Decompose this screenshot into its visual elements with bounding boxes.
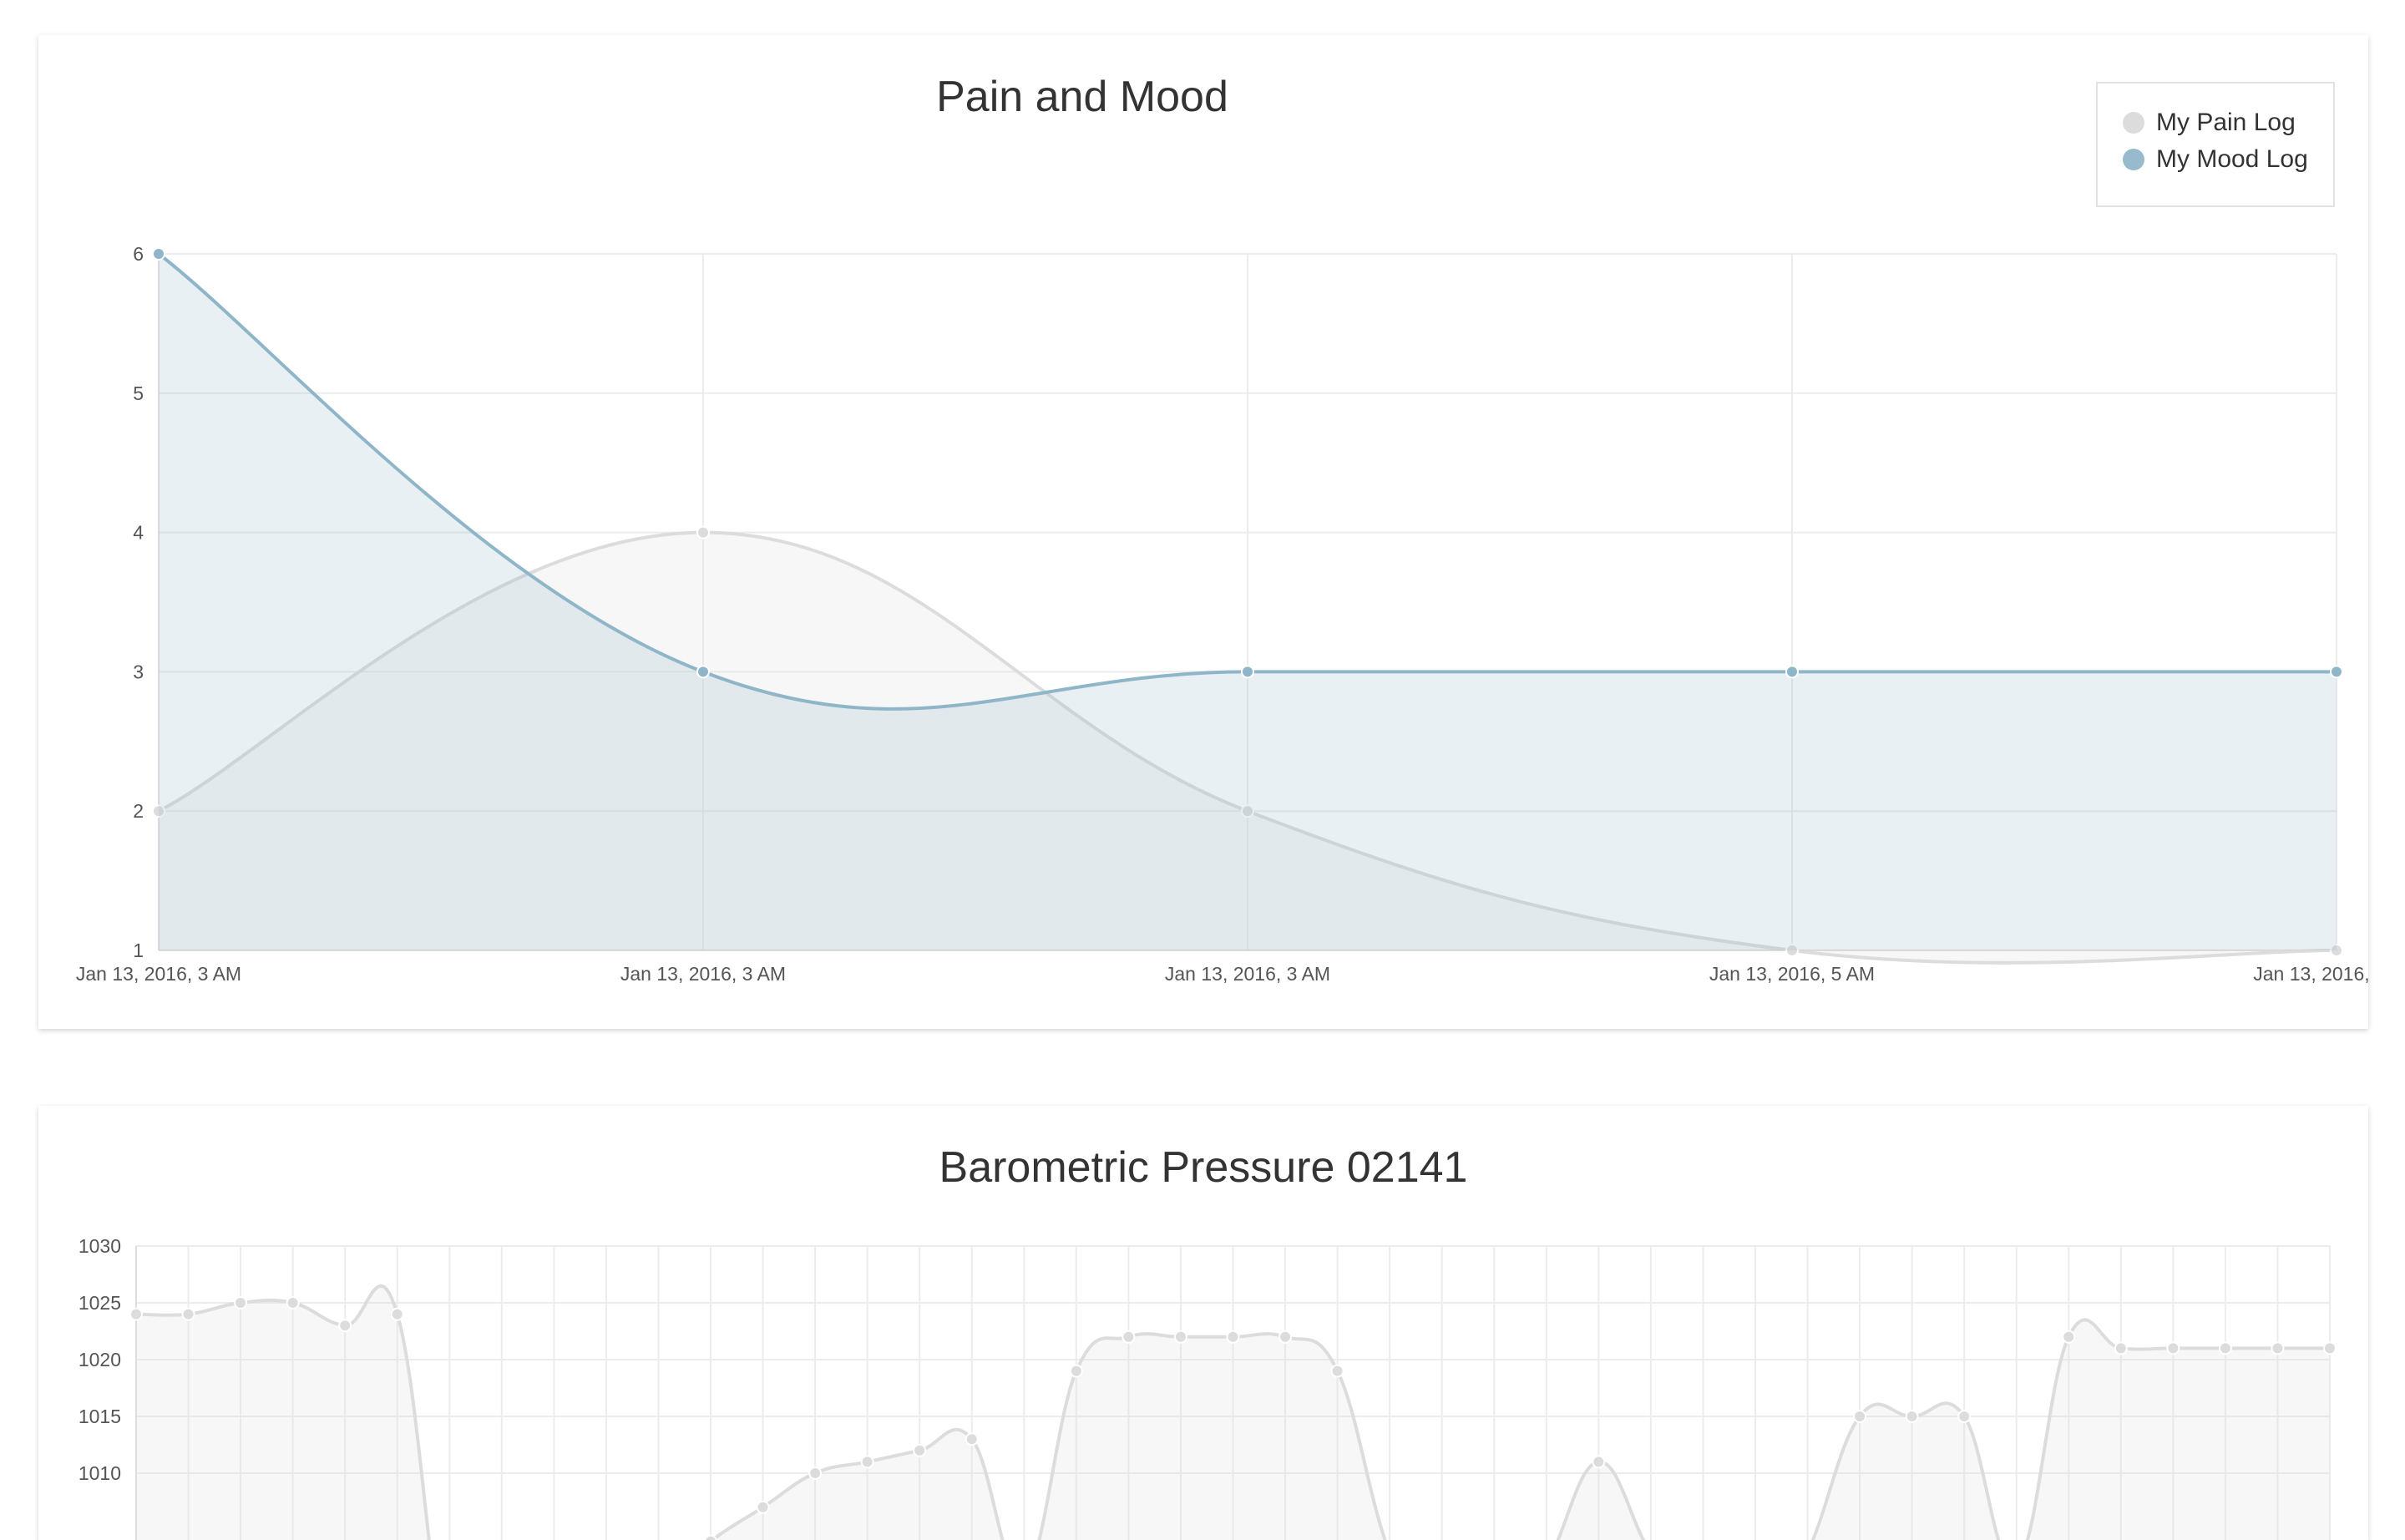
data-point [2218,1341,2232,1355]
data-point [1853,1410,1867,1423]
barometric-chart-card: Barometric Pressure 02141 1010 1015 1020 10… [38,1106,2368,1540]
chart-title: Barometric Pressure 02141 [939,1143,1468,1192]
data-point [1121,1330,1136,1344]
data-point [1241,804,1254,818]
series-area-0 [159,532,2337,963]
data-point [1905,1410,1919,1423]
y-tick-label: 6 [133,243,144,265]
barometric-chart: 1010 1015 1020 1025 1030 [78,1235,2337,1540]
chart-legend: My Pain Log My Mood Log [2096,82,2335,207]
data-point [808,1467,823,1480]
pain-mood-chart-card: Pain and Mood 1 2 3 4 5 6 Jan 13, 2016, 3 AM Ja… [38,35,2368,1029]
data-point [965,1432,979,1446]
data-point [1957,1410,1972,1423]
legend-item-pain[interactable]: My Pain Log [2123,109,2296,137]
data-point [1592,1455,1606,1469]
data-point [181,1307,195,1321]
x-tick-label: Jan 13, 2016, 5 AM [1709,963,1875,985]
data-point [152,247,165,261]
legend-swatch-mood [2123,149,2144,170]
legend-item-mood[interactable]: My Mood Log [2123,145,2308,174]
y-tick-label: 2 [133,800,144,822]
y-tick-label: 1015 [78,1406,121,1427]
series-area-1 [159,254,2337,950]
y-tick-label: 5 [133,382,144,404]
data-point [696,525,710,540]
chart-title: Pain and Mood [936,73,1228,121]
legend-swatch-pain [2123,112,2144,134]
series-line-0 [158,530,2337,965]
x-tick-label: Jan 13, 2016, 3 AM [1165,963,1330,985]
y-tick-label: 1030 [78,1235,121,1257]
y-tick-label: 1025 [78,1292,121,1314]
data-point [1173,1330,1187,1344]
series-line-1 [157,252,2337,711]
data-point [2166,1341,2180,1355]
data-point [1226,1330,1240,1344]
series-area-0 [136,1286,2330,1540]
data-point [129,1307,143,1321]
data-point [2323,1341,2337,1355]
y-tick-label: 3 [133,661,144,682]
data-point [2062,1330,2076,1344]
y-tick-label: 1010 [78,1462,121,1484]
data-point [2114,1341,2128,1355]
data-point [1785,665,1799,679]
data-point [1785,944,1799,957]
data-point [1278,1330,1293,1344]
y-tick-label: 4 [133,522,144,544]
data-point [338,1319,352,1333]
data-point [2330,665,2343,679]
data-point [152,804,165,818]
data-point [1330,1364,1344,1378]
legend-label: My Mood Log [2156,145,2308,173]
data-point [860,1455,874,1469]
data-point [390,1307,404,1321]
data-point [704,1534,717,1540]
data-point [2271,1341,2285,1355]
data-point [1069,1364,1083,1378]
data-point [696,665,710,679]
data-point [2330,944,2343,957]
data-point [234,1296,248,1310]
x-tick-label: Jan 13, 2016, 5 PM [2253,963,2368,985]
y-tick-label: 1 [133,940,144,961]
data-point [1241,665,1254,679]
y-tick-label: 1020 [78,1349,121,1370]
data-point [913,1443,927,1457]
data-point [286,1296,300,1310]
legend-label: My Pain Log [2156,109,2296,136]
pain-mood-chart: 1 2 3 4 5 6 Jan 13, 2016, 3 AM Jan 13, 2016, 3 … [76,243,2368,985]
x-tick-label: Jan 13, 2016, 3 AM [76,963,241,985]
x-tick-label: Jan 13, 2016, 3 AM [620,963,786,985]
